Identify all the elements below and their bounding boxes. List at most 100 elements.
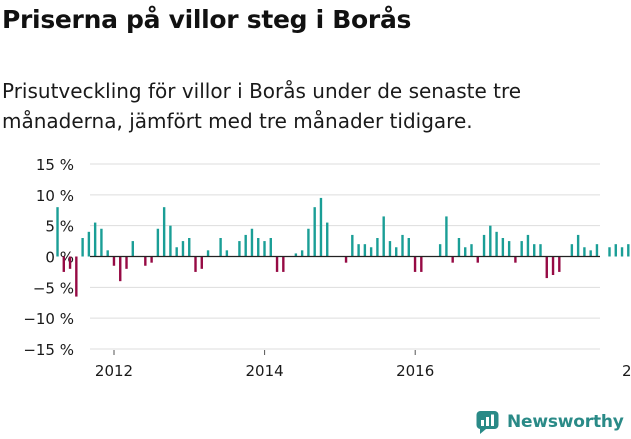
chart-bar xyxy=(595,244,599,257)
x-tick-label: 2019 xyxy=(622,362,631,380)
chart-bar xyxy=(382,216,385,257)
y-axis: 15 % 10 % 5 % 0 % −5 % −10 % −15 % xyxy=(23,156,74,359)
chart-bar xyxy=(420,256,423,272)
chart-bar xyxy=(188,238,191,257)
chart-bar xyxy=(445,216,448,257)
chart-bar xyxy=(56,207,59,257)
x-tick-label: 2016 xyxy=(396,362,434,380)
chart-bar xyxy=(326,222,329,257)
chart-bar xyxy=(194,256,197,272)
x-axis: 2012201420162019202120232025 xyxy=(95,350,631,380)
chart-bar xyxy=(62,256,65,272)
brand-name: Newsworthy xyxy=(507,412,624,432)
chart-bar xyxy=(476,256,479,263)
chart-bar xyxy=(106,250,109,257)
chart-bar xyxy=(589,250,592,257)
chart-bar xyxy=(501,238,505,257)
chart-bar xyxy=(507,241,511,257)
chart-bar xyxy=(257,238,260,257)
page-subtitle: Prisutveckling för villor i Borås under … xyxy=(2,79,522,133)
chart-bar xyxy=(627,244,630,257)
chart-bar xyxy=(150,256,153,263)
chart-bar xyxy=(533,244,536,257)
grid-lines xyxy=(90,163,600,350)
chart-bar xyxy=(489,225,492,257)
chart-bar xyxy=(470,244,473,257)
chart-bar xyxy=(319,197,323,257)
chart-bar xyxy=(81,238,84,257)
chart-bar xyxy=(614,244,617,257)
chart-bar xyxy=(407,238,410,257)
chart-bar xyxy=(238,241,241,257)
chart-bars xyxy=(56,197,630,297)
y-tick-label: 15 % xyxy=(36,156,74,174)
chart-bar xyxy=(275,256,279,272)
chart-bar xyxy=(363,244,367,257)
chart-bar xyxy=(369,247,373,257)
chart-bar xyxy=(294,253,298,257)
y-tick-label: −5 % xyxy=(33,279,74,297)
chart-bar xyxy=(162,207,166,257)
y-tick-label: 5 % xyxy=(45,218,74,236)
chart-bar xyxy=(112,256,116,266)
brand-footer[interactable]: Newsworthy xyxy=(476,408,624,436)
chart-bar xyxy=(514,256,517,263)
chart-bar xyxy=(464,247,467,257)
chart-bar xyxy=(558,256,561,272)
chart-bar xyxy=(395,247,398,257)
chart-bar xyxy=(401,234,404,257)
chart-bar xyxy=(545,256,548,279)
chart-bar xyxy=(551,256,555,275)
chart-bar xyxy=(388,241,392,257)
chart-bar xyxy=(250,228,254,257)
chart-bar xyxy=(263,241,266,257)
chart-bar xyxy=(131,241,134,257)
chart-bar xyxy=(539,244,542,257)
newsworthy-logo-icon xyxy=(476,410,499,434)
chart-bar xyxy=(438,244,442,257)
chart-bar xyxy=(156,228,160,257)
chart-bar xyxy=(413,256,417,272)
y-tick-label: −15 % xyxy=(23,341,74,359)
y-tick-label: −10 % xyxy=(23,310,74,328)
chart-bar xyxy=(451,256,454,263)
chart-bar xyxy=(200,256,203,269)
chart-bar xyxy=(608,247,611,257)
chart-bar xyxy=(119,256,122,282)
chart-bar xyxy=(244,234,247,257)
chart-bar xyxy=(219,238,222,257)
chart-bar xyxy=(87,231,91,257)
chart-bar xyxy=(620,247,624,257)
chart-bar xyxy=(576,234,580,257)
chart-bar xyxy=(169,225,172,257)
chart-bar xyxy=(100,228,103,257)
y-tick-label: 10 % xyxy=(36,187,74,205)
chart-bar xyxy=(570,244,574,257)
chart-bar xyxy=(351,234,354,257)
chart-bar xyxy=(125,256,128,269)
chart-bar xyxy=(495,231,498,257)
chart-bar xyxy=(144,256,147,266)
chart-bar xyxy=(282,256,285,272)
chart-bar xyxy=(482,234,486,257)
chart-bar xyxy=(225,250,229,257)
chart-bar xyxy=(68,256,72,269)
chart-bar xyxy=(175,247,178,257)
page-title: Priserna på villor steg i Borås xyxy=(2,5,412,34)
bar-chart: 15 % 10 % 5 % 0 % −5 % −10 % −15 % 2012 2014 201… xyxy=(23,156,631,380)
y-tick-label: 0 % xyxy=(45,249,74,267)
chart-bar xyxy=(376,238,379,257)
chart-bar xyxy=(313,207,316,257)
chart-bar xyxy=(75,256,78,297)
chart-bar xyxy=(181,241,185,257)
chart-bar xyxy=(93,222,97,257)
chart-bar xyxy=(206,250,210,257)
chart-bar xyxy=(307,228,310,257)
chart-bar xyxy=(520,241,523,257)
chart-bar xyxy=(357,244,360,257)
chart-bar xyxy=(457,238,461,257)
chart-bar xyxy=(300,250,304,257)
x-tick-label: 2012 xyxy=(95,362,133,380)
x-tick-label: 2014 xyxy=(246,362,284,380)
chart-bar xyxy=(526,234,530,257)
